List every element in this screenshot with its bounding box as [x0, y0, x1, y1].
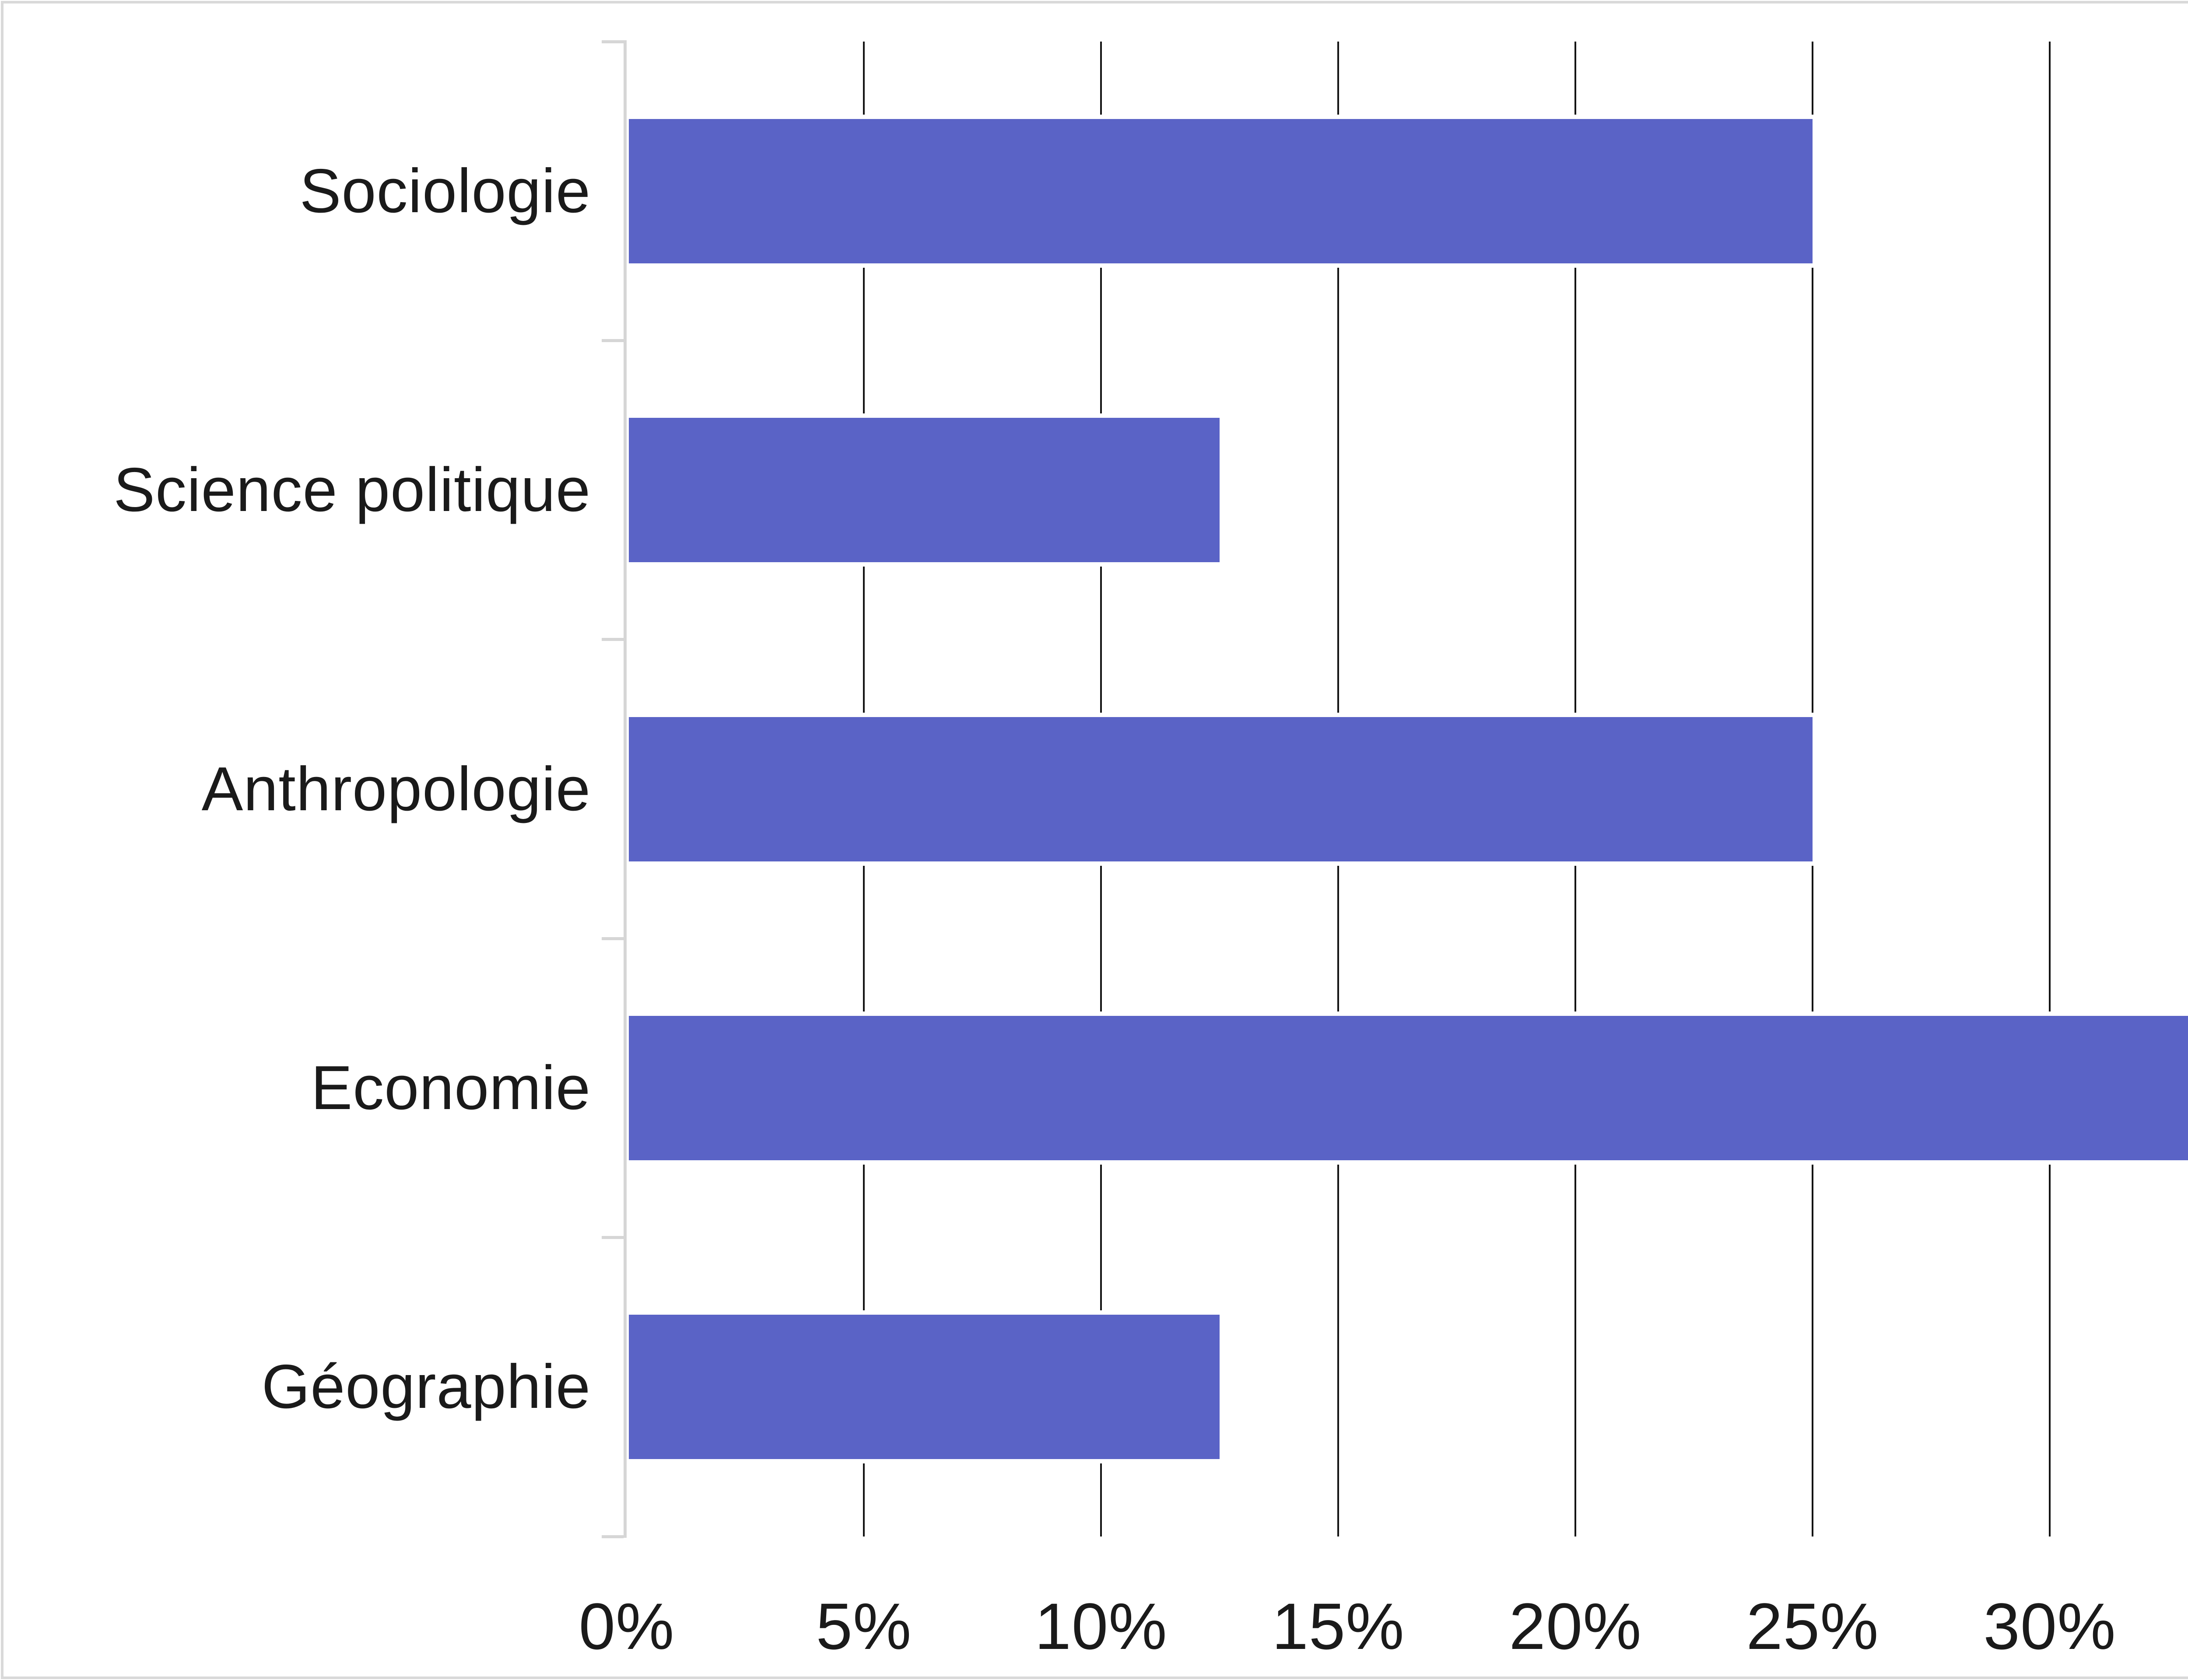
- category-label-anthropologie: Anthropologie: [201, 754, 591, 824]
- bar-anthropologie: [629, 717, 1813, 861]
- x-tick-label-20pct: 20%: [1509, 1589, 1642, 1663]
- category-axis-tick-3: [602, 937, 624, 940]
- category-label-economie: Economie: [311, 1053, 591, 1123]
- bar-sociologie: [629, 119, 1813, 263]
- x-tick-label-5pct: 5%: [816, 1589, 912, 1663]
- category-axis-tick-1: [602, 339, 624, 342]
- x-tick-label-10pct: 10%: [1034, 1589, 1168, 1663]
- gridline-30pct: [2049, 42, 2051, 1536]
- x-tick-label-30pct: 30%: [1983, 1589, 2116, 1663]
- x-tick-label-15pct: 15%: [1272, 1589, 1405, 1663]
- category-axis-tick-4: [602, 1236, 624, 1239]
- bar-geographie: [629, 1315, 1220, 1460]
- category-axis-tick-0: [602, 40, 624, 43]
- x-tick-label-25pct: 25%: [1746, 1589, 1879, 1663]
- category-axis-tick-2: [602, 638, 624, 641]
- x-tick-label-35pct: 35%: [2156, 1585, 2188, 1668]
- bar-science-politique: [629, 418, 1220, 563]
- x-tick-label-0pct: 0%: [579, 1589, 675, 1663]
- bar-economie: [629, 1015, 2188, 1160]
- category-axis-line: [624, 40, 627, 1538]
- category-label-geographie: Géographie: [261, 1352, 591, 1422]
- category-label-science-politique: Science politique: [113, 455, 591, 525]
- category-label-sociologie: Sociologie: [299, 156, 591, 226]
- category-axis-tick-5: [602, 1535, 624, 1538]
